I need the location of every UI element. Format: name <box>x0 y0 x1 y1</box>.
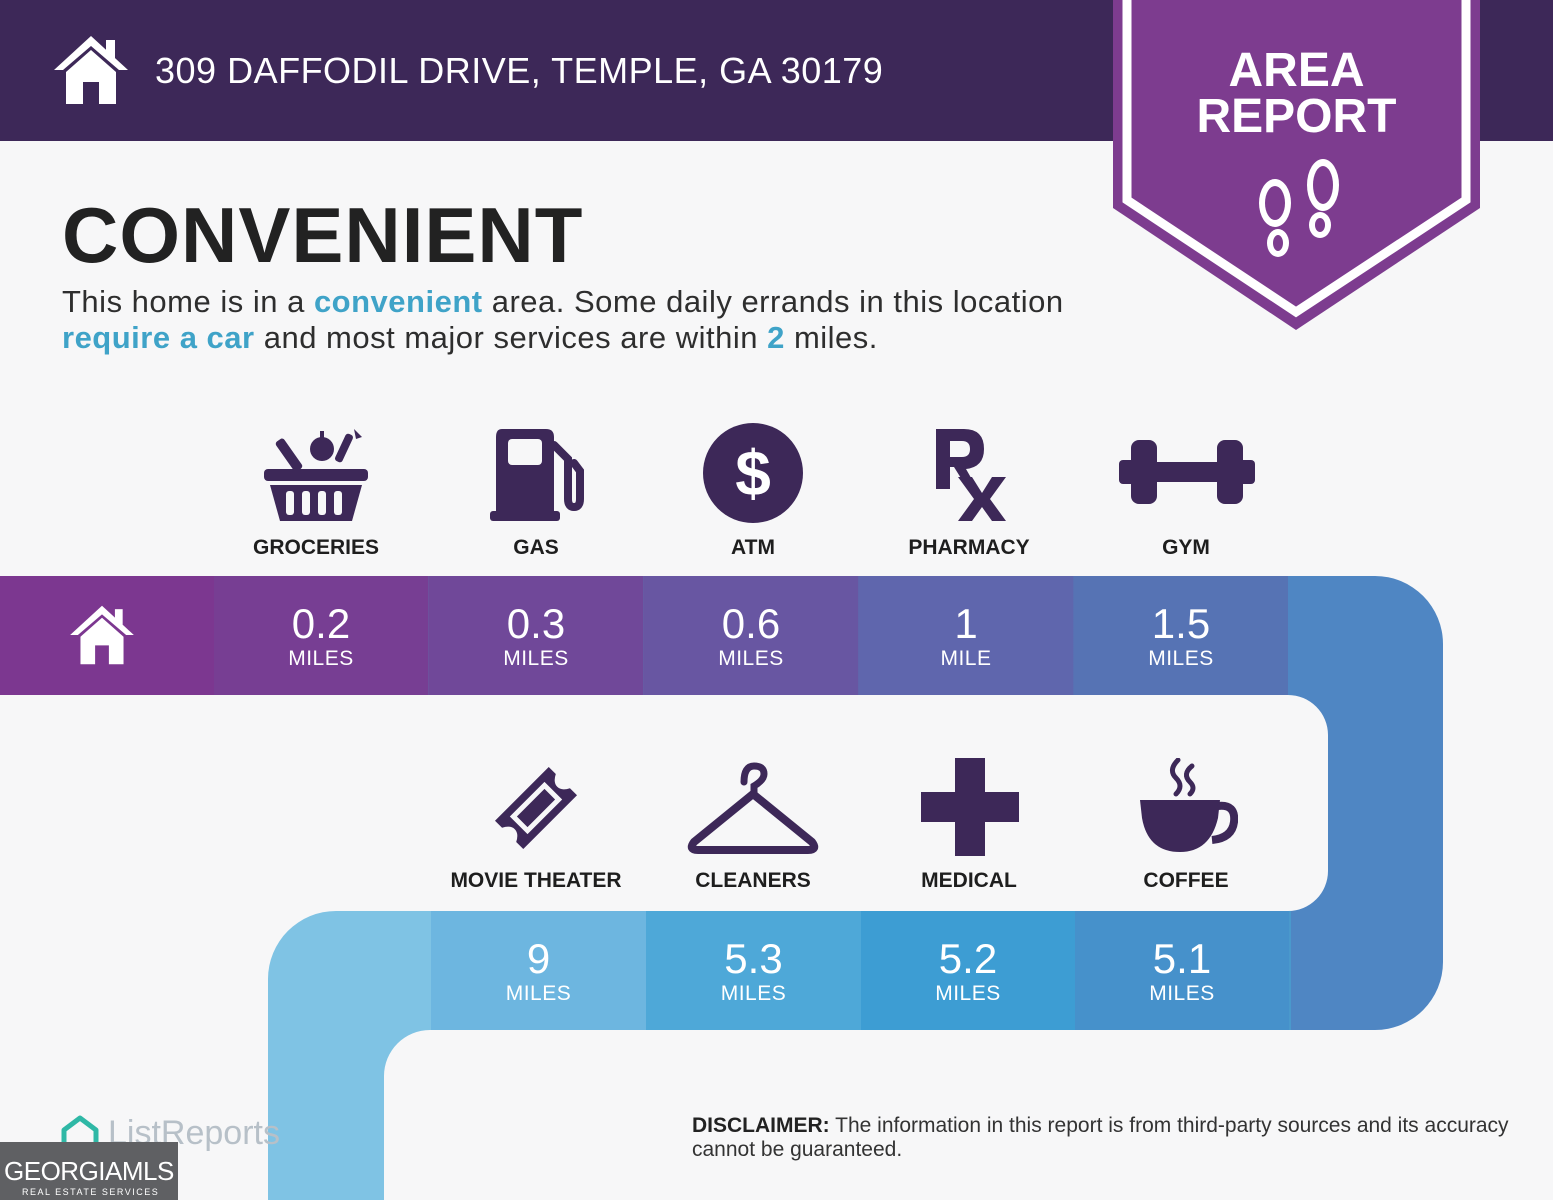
summary-highlight-car: require a car <box>62 320 255 355</box>
home-start-cell <box>0 576 214 695</box>
medical-cross-icon <box>921 758 1019 856</box>
gym-distance: 1.5 MILES <box>1074 576 1288 695</box>
distance-unit: MILES <box>720 981 787 1005</box>
badge-line-1: AREA <box>1228 44 1365 97</box>
medical-label: MEDICAL <box>921 869 1017 892</box>
georgiamls-name: GEORGIAMLS <box>4 1156 174 1186</box>
cleaners-distance: 5.3 MILES <box>646 911 861 1030</box>
property-address: 309 DAFFODIL DRIVE, TEMPLE, GA 30179 <box>155 50 884 91</box>
distance-value: 5.2 <box>938 934 998 982</box>
coffee-label: COFFEE <box>1143 869 1229 892</box>
movie-theater-label: MOVIE THEATER <box>450 869 622 892</box>
distance-value: 0.3 <box>506 599 566 647</box>
atm-distance: 0.6 MILES <box>644 576 858 695</box>
disclaimer-label: DISCLAIMER: <box>692 1114 830 1137</box>
groceries-distance: 0.2 MILES <box>214 576 428 695</box>
svg-text:$: $ <box>735 437 771 509</box>
distance-value: 9 <box>526 934 551 982</box>
summary-highlight-convenient: convenient <box>313 284 483 319</box>
gas-distance: 0.3 MILES <box>429 576 643 695</box>
distance-value: 5.3 <box>724 934 783 982</box>
hanger-icon <box>687 762 819 854</box>
disclaimer-text: The information in this report is from t… <box>692 1114 1509 1161</box>
gym-label: GYM <box>1162 536 1210 559</box>
movie-theater-distance: 9 MILES <box>431 911 646 1030</box>
georgiamls-sub: REAL ESTATE SERVICES <box>22 1187 160 1197</box>
rx-icon <box>936 429 1006 521</box>
footprints-icon <box>1259 159 1339 257</box>
georgiamls-watermark <box>0 1142 178 1200</box>
distance-value: 1 <box>954 599 978 647</box>
badge-title: AREA REPORT <box>1113 44 1480 143</box>
pharmacy-distance: 1 MILE <box>859 576 1073 695</box>
gas-label: GAS <box>513 536 559 559</box>
ticket-icon <box>494 766 578 850</box>
distance-unit: MILES <box>935 981 1001 1005</box>
summary-text-part: miles. <box>784 320 878 355</box>
summary-text: This home is in a convenient area. Some … <box>62 284 1122 356</box>
distance-unit: MILES <box>718 646 784 670</box>
pharmacy-label: PHARMACY <box>908 536 1030 559</box>
area-report-badge <box>1113 0 1480 330</box>
distance-unit: MILES <box>288 646 354 670</box>
distance-unit: MILES <box>503 646 569 670</box>
distance-unit: MILES <box>1148 646 1214 670</box>
convenience-headline: CONVENIENT <box>62 191 584 279</box>
coffee-cup-icon <box>1140 758 1238 852</box>
dumbbell-icon <box>1119 440 1255 504</box>
distance-value: 1.5 <box>1151 599 1211 647</box>
summary-text-part: area. Some daily errands in this locatio… <box>482 284 1064 319</box>
summary-text-part: This home is in a <box>62 284 314 319</box>
dollar-icon: $ <box>703 423 803 523</box>
distance-value: 0.6 <box>721 599 781 647</box>
distance-unit: MILES <box>505 981 572 1005</box>
summary-text-part: and most major services are within <box>254 320 768 355</box>
distance-value: 0.2 <box>291 599 351 647</box>
badge-line-2: REPORT <box>1196 90 1397 143</box>
house-icon <box>54 36 128 104</box>
atm-label: ATM <box>731 536 775 559</box>
house-icon <box>70 605 134 665</box>
coffee-distance: 5.1 MILES <box>1075 911 1289 1030</box>
distance-unit: MILE <box>940 646 992 670</box>
disclaimer: DISCLAIMER: The information in this repo… <box>692 1114 1512 1162</box>
cleaners-label: CLEANERS <box>695 869 811 892</box>
groceries-label: GROCERIES <box>252 536 380 559</box>
gas-pump-icon <box>490 429 584 521</box>
distance-value: 5.1 <box>1152 934 1212 982</box>
distance-unit: MILES <box>1149 981 1215 1005</box>
grocery-basket-icon <box>264 429 368 521</box>
medical-distance: 5.2 MILES <box>861 911 1075 1030</box>
summary-highlight-miles: 2 <box>767 320 785 355</box>
